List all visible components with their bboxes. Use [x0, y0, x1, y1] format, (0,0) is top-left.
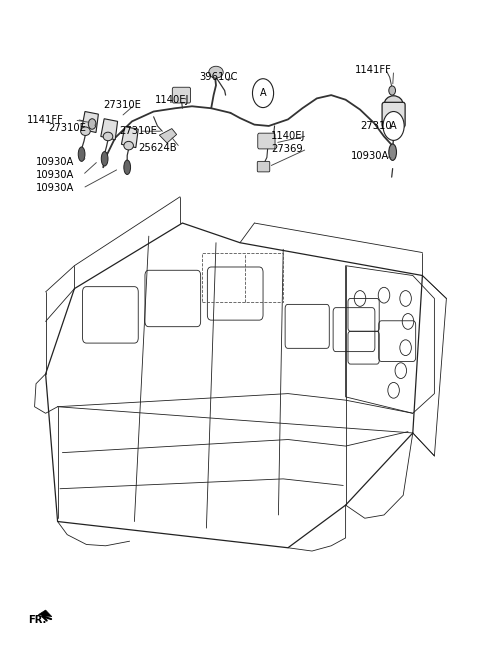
Text: A: A	[260, 88, 266, 98]
Polygon shape	[121, 127, 138, 148]
Text: 1141FF: 1141FF	[355, 65, 392, 75]
Text: 1141FF: 1141FF	[26, 115, 63, 125]
Ellipse shape	[389, 144, 396, 160]
Ellipse shape	[384, 96, 403, 114]
FancyBboxPatch shape	[258, 133, 275, 149]
Ellipse shape	[124, 160, 131, 174]
Text: FR.: FR.	[28, 615, 46, 625]
Circle shape	[389, 86, 396, 95]
Ellipse shape	[124, 142, 133, 150]
Text: 10930A: 10930A	[36, 157, 74, 167]
Text: 27310: 27310	[360, 121, 392, 131]
Ellipse shape	[209, 66, 223, 78]
Polygon shape	[38, 610, 52, 617]
Ellipse shape	[103, 132, 113, 140]
Circle shape	[252, 79, 274, 108]
Circle shape	[88, 119, 96, 129]
Circle shape	[383, 112, 404, 140]
Text: 39610C: 39610C	[199, 72, 238, 82]
Text: 1140EJ: 1140EJ	[271, 131, 306, 141]
Text: 27310E: 27310E	[48, 123, 86, 133]
Text: 27310E: 27310E	[119, 126, 157, 136]
Polygon shape	[82, 112, 98, 133]
Text: A: A	[390, 121, 397, 131]
Text: 27310E: 27310E	[103, 100, 141, 110]
Text: 10930A: 10930A	[36, 183, 74, 194]
Text: 27369: 27369	[271, 144, 303, 154]
FancyBboxPatch shape	[382, 102, 405, 127]
FancyBboxPatch shape	[172, 87, 191, 103]
Ellipse shape	[81, 127, 90, 135]
Text: 10930A: 10930A	[350, 151, 389, 161]
Text: 1140EJ: 1140EJ	[155, 95, 189, 106]
Ellipse shape	[78, 147, 85, 161]
Text: 10930A: 10930A	[36, 170, 74, 180]
FancyBboxPatch shape	[257, 161, 270, 172]
Ellipse shape	[101, 152, 108, 166]
Text: 25624B: 25624B	[138, 142, 176, 153]
Polygon shape	[101, 119, 118, 140]
Polygon shape	[159, 129, 177, 143]
